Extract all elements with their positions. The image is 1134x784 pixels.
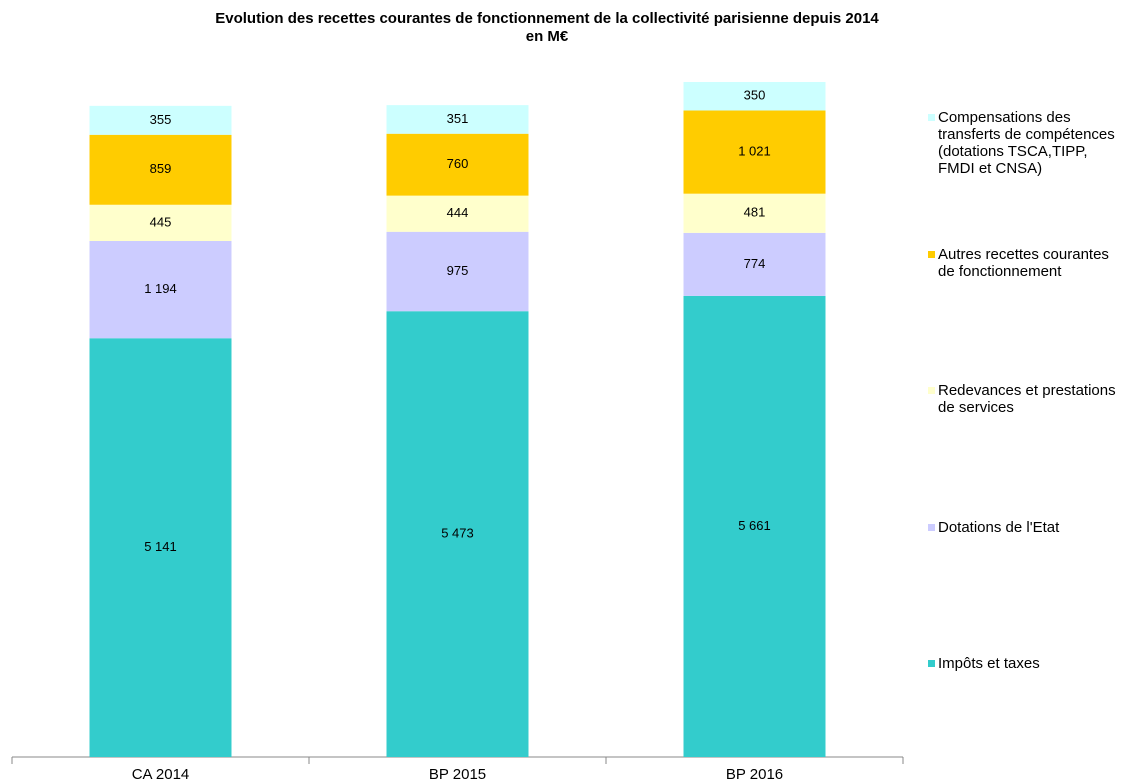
bar-segment	[683, 193, 826, 233]
bar-segment	[683, 82, 826, 111]
bar-segment	[386, 231, 529, 312]
bar-segment	[683, 232, 826, 296]
legend-swatch	[928, 524, 935, 531]
legend-item: Redevances et prestations de services	[928, 382, 1123, 416]
legend-swatch	[928, 114, 935, 121]
bar-segment	[89, 204, 232, 241]
data-label: 760	[447, 156, 469, 171]
data-label: 351	[447, 111, 469, 126]
data-label: 5 473	[441, 526, 474, 541]
data-label: 444	[447, 205, 469, 220]
chart-title: Evolution des recettes courantes de fonc…	[215, 10, 879, 27]
data-label: 350	[744, 88, 766, 103]
data-label: 1 021	[738, 144, 771, 159]
bar-segment	[386, 133, 529, 196]
bar-segment	[89, 240, 232, 339]
legend-swatch	[928, 251, 935, 258]
bar-segment	[386, 311, 529, 757]
legend-swatch	[928, 660, 935, 667]
bar-segment	[89, 105, 232, 135]
data-label: 481	[744, 205, 766, 220]
legend-label: Impôts et taxes	[938, 655, 1040, 672]
bar-segment	[89, 338, 232, 757]
legend-item: Dotations de l'Etat	[928, 519, 1123, 536]
bar-segment	[386, 105, 529, 134]
legend-label: Compensations des transferts de compéten…	[938, 109, 1115, 177]
data-label: 975	[447, 263, 469, 278]
x-tick-label: BP 2016	[726, 766, 783, 783]
data-label: 859	[150, 161, 172, 176]
bar-segment	[386, 195, 529, 232]
data-label: 355	[150, 112, 172, 127]
legend-item: Autres recettes courantes de fonctionnem…	[928, 246, 1123, 280]
data-label: 5 661	[738, 518, 771, 533]
data-label: 445	[150, 214, 172, 229]
bar-segment	[683, 110, 826, 194]
data-label: 1 194	[144, 281, 177, 296]
data-label: 5 141	[144, 539, 177, 554]
legend-label: Redevances et prestations de services	[938, 382, 1116, 416]
legend-label: Autres recettes courantes de fonctionnem…	[938, 246, 1109, 280]
x-tick-label: CA 2014	[132, 766, 190, 783]
legend-item: Impôts et taxes	[928, 655, 1123, 672]
legend-item: Compensations des transferts de compéten…	[928, 109, 1123, 177]
data-label: 774	[744, 256, 766, 271]
legend-label: Dotations de l'Etat	[938, 519, 1060, 536]
bar-segment	[89, 134, 232, 205]
bar-segment	[683, 295, 826, 757]
x-tick-label: BP 2015	[429, 766, 486, 783]
legend-swatch	[928, 387, 935, 394]
chart-subtitle: en M€	[526, 28, 569, 45]
